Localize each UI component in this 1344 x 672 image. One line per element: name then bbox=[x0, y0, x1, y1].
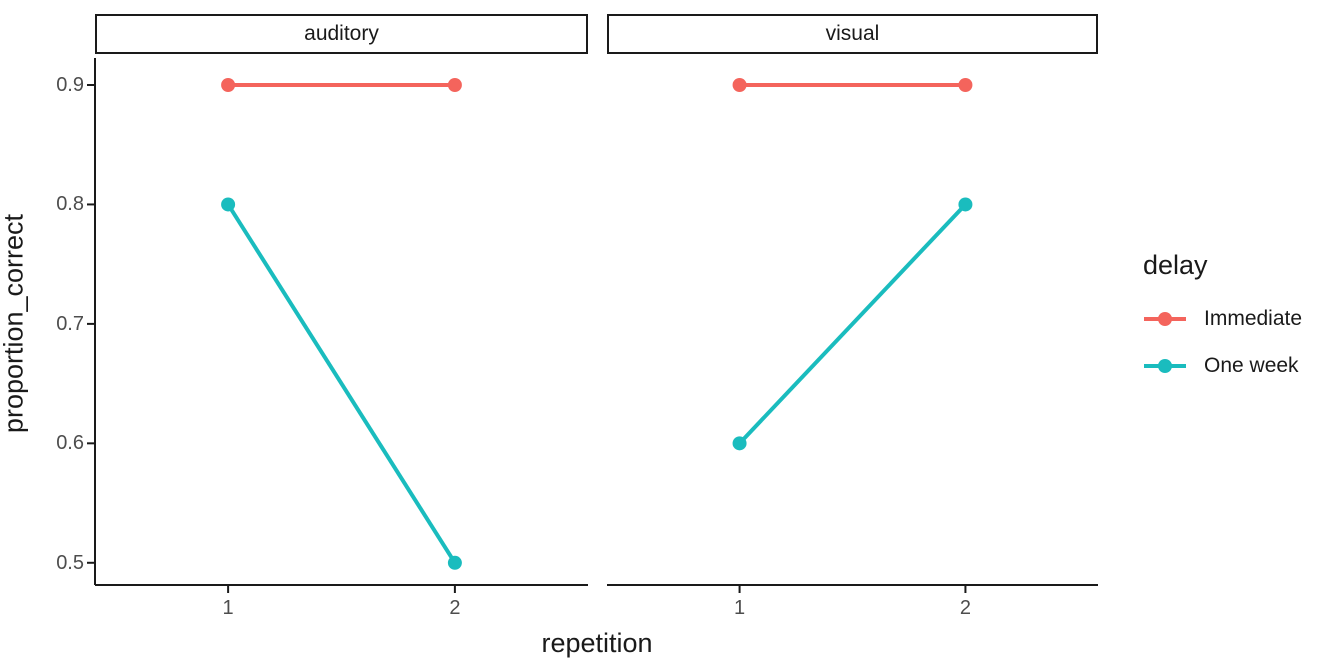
facet-strip-visual: visual bbox=[607, 14, 1098, 54]
legend-key-icon bbox=[1144, 358, 1186, 373]
legend-title: delay bbox=[1143, 250, 1208, 280]
data-point-one-week bbox=[447, 555, 462, 570]
legend-item-label: Immediate bbox=[1204, 306, 1303, 330]
legend-item: Immediate bbox=[1143, 295, 1302, 342]
y-tick-label: 0.5 bbox=[56, 551, 84, 574]
y-tick-label: 0.7 bbox=[56, 312, 84, 335]
data-point-immediate bbox=[732, 77, 747, 92]
x-tick-label: 2 bbox=[449, 597, 461, 619]
data-point-immediate bbox=[221, 77, 236, 92]
y-tick-label: 0.6 bbox=[56, 432, 84, 455]
x-tick-label: 1 bbox=[734, 597, 746, 619]
series-line-one-week bbox=[226, 203, 457, 564]
x-tick-label: 1 bbox=[222, 597, 234, 619]
data-point-immediate bbox=[958, 77, 973, 92]
x-tick-label: 2 bbox=[959, 597, 971, 619]
data-point-one-week bbox=[732, 436, 747, 451]
facet-strip-label: visual bbox=[825, 22, 880, 45]
x-axis-title: repetition bbox=[541, 628, 653, 658]
series-line-one-week bbox=[738, 203, 967, 445]
legend-items: Immediate One week bbox=[1143, 295, 1302, 389]
data-point-one-week bbox=[958, 197, 973, 212]
legend-item-label: One week bbox=[1204, 353, 1299, 377]
y-tick-label: 0.9 bbox=[56, 73, 84, 96]
y-tick-label: 0.8 bbox=[56, 193, 84, 216]
data-point-immediate bbox=[447, 77, 462, 92]
data-point-one-week bbox=[221, 197, 236, 212]
facet-strip-label: auditory bbox=[304, 22, 379, 45]
legend-item: One week bbox=[1143, 342, 1302, 389]
legend: delay Immediate One week bbox=[1143, 250, 1302, 389]
y-axis-title: proportion_correct bbox=[0, 213, 29, 434]
legend-key-icon bbox=[1144, 311, 1186, 326]
facet-strip-auditory: auditory bbox=[95, 14, 588, 54]
